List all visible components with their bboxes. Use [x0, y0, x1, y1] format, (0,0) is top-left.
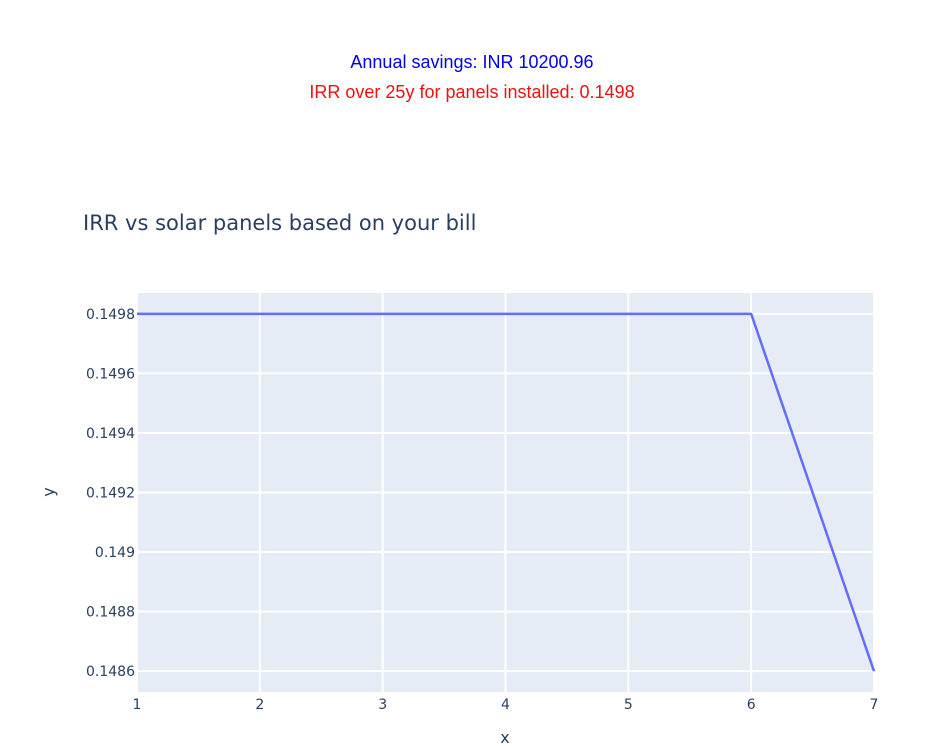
annual-savings-text: Annual savings: INR 10200.96 [350, 52, 594, 72]
x-tick-label: 3 [378, 697, 387, 713]
y-tick-label: 0.1492 [86, 486, 135, 502]
x-tick-label: 2 [255, 697, 264, 713]
series-layer [137, 312, 876, 672]
x-tick-label: 4 [501, 697, 510, 713]
y-tick-label: 0.1496 [86, 366, 135, 382]
x-axis-title: x [500, 728, 509, 747]
y-tick-label: 0.1486 [86, 664, 135, 680]
y-tick-label: 0.149 [95, 545, 135, 561]
x-tick-label: 6 [747, 697, 756, 713]
y-tick-label: 0.1488 [86, 605, 135, 621]
chart-title: IRR vs solar panels based on your bill [83, 211, 476, 235]
irr-series-line [137, 312, 876, 672]
x-tick-label: 1 [133, 697, 142, 713]
x-tick-label: 5 [624, 697, 633, 713]
irr-summary-text: IRR over 25y for panels installed: 0.149… [309, 82, 635, 102]
y-tick-label: 0.1498 [86, 307, 135, 323]
tick-labels: 1 2 3 4 5 6 7 0.1486 0.1488 0.149 0.1492 0.1494 0.14… [86, 307, 878, 713]
x-tick-label: 7 [870, 697, 879, 713]
y-tick-label: 0.1494 [86, 426, 135, 442]
y-axis-title: y [39, 487, 58, 496]
